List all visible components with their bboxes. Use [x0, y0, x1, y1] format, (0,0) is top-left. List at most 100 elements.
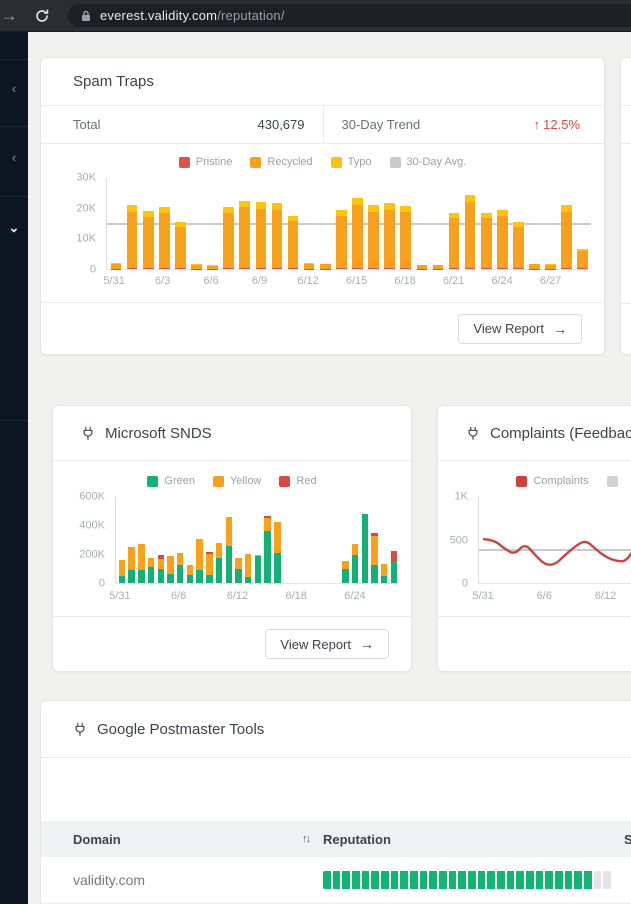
bar	[239, 178, 251, 269]
chevron-left-icon[interactable]: ‹	[11, 150, 17, 165]
legend-swatch	[147, 475, 159, 487]
bar-slot	[382, 178, 398, 269]
bar-segment	[239, 207, 251, 269]
plug-icon	[466, 426, 480, 441]
reputation-segment	[332, 871, 341, 889]
reputation-segment	[361, 871, 370, 889]
bar-slot	[510, 178, 526, 269]
bar	[448, 178, 460, 269]
table-row[interactable]: validity.com	[41, 857, 631, 904]
y-tick-label: 1K	[454, 490, 468, 503]
bar	[126, 178, 138, 269]
chevron-left-icon[interactable]: ‹	[11, 81, 17, 96]
reputation-segment	[497, 871, 505, 889]
reputation-segment	[506, 871, 515, 889]
x-tick-label: 6/15	[345, 275, 368, 287]
reputation-segment	[439, 871, 447, 889]
y-axis: 0 500 1K	[438, 491, 478, 589]
reputation-segment	[410, 871, 418, 889]
bar-segment	[371, 565, 378, 583]
line-series	[479, 497, 631, 583]
bar	[313, 497, 319, 583]
card-header: Complaints (Feedback L	[438, 406, 631, 461]
x-tick-label: 6/6	[170, 590, 187, 602]
bar-slot	[317, 178, 333, 269]
domain-cell[interactable]: validity.com	[73, 872, 146, 888]
bar-slot	[253, 178, 269, 269]
reputation-segment	[352, 871, 360, 889]
url-text: everest.validity.com/reputation/	[100, 8, 285, 23]
address-bar[interactable]: everest.validity.com/reputation/	[68, 4, 631, 27]
bar	[110, 178, 122, 269]
bar-segment	[126, 205, 138, 212]
bar-segment	[176, 552, 184, 566]
bar-slot	[292, 497, 302, 583]
forward-icon[interactable]: →	[0, 5, 18, 25]
bar-segment	[142, 211, 154, 218]
column-header-reputation: Reputation	[323, 831, 391, 847]
bar-slot	[214, 497, 224, 583]
reputation-segment	[429, 871, 438, 889]
bar-segment	[577, 268, 589, 269]
view-report-button[interactable]: View Report →	[458, 313, 582, 344]
x-tick-label: 6/24	[491, 275, 513, 287]
total-label: Total	[73, 117, 101, 132]
trend-value: ↑ 12.5%	[533, 117, 580, 132]
bar-slot	[166, 497, 176, 583]
bar-slot	[333, 178, 349, 269]
bar-slot	[462, 178, 478, 269]
bar-segment	[245, 577, 252, 583]
x-tick-label: 6/3	[154, 275, 171, 287]
bar-slot	[269, 178, 285, 269]
column-header-clipped: S	[624, 831, 631, 847]
reputation-segment	[545, 871, 554, 889]
spam-traps-card: Spam Traps Total 430,679 30-Day Trend ↑ 1…	[40, 57, 605, 355]
bar-slot	[285, 178, 301, 269]
total-stat: Total 430,679	[41, 106, 323, 143]
legend-swatch	[250, 156, 262, 168]
bar-segment	[529, 264, 540, 269]
legend-item	[606, 475, 626, 487]
bar-segment	[167, 573, 174, 583]
bar	[138, 497, 145, 583]
bar-segment	[110, 263, 122, 269]
bar-segment	[545, 264, 556, 269]
bar	[390, 497, 398, 583]
x-tick-label: 6/18	[394, 275, 416, 287]
bar-segment	[368, 211, 379, 269]
x-tick-label: 6/27	[539, 275, 562, 287]
bar-segment	[480, 212, 492, 219]
reputation-segment	[574, 871, 583, 889]
reputation-bar	[323, 871, 611, 889]
bar-segment	[448, 212, 460, 219]
bar-segment	[110, 262, 122, 264]
bar	[545, 178, 556, 269]
bar-segment	[235, 569, 242, 583]
sort-icon[interactable]: ↑↓	[302, 833, 311, 845]
reputation-segment	[458, 871, 467, 889]
view-report-button[interactable]: View Report →	[265, 629, 389, 659]
arrow-right-icon: →	[360, 636, 374, 652]
reputation-segment	[342, 871, 351, 889]
bar-segment	[352, 197, 363, 205]
x-tick-label: 6/12	[297, 275, 319, 287]
y-axis: 0 10K 20K 30K	[41, 172, 106, 275]
bar	[496, 178, 508, 269]
bar-segment	[513, 226, 524, 269]
card-header: Spam Traps	[41, 58, 604, 106]
bar-segment	[390, 560, 398, 583]
chevron-down-icon[interactable]: ⌄	[8, 220, 20, 235]
bar-segment	[175, 268, 186, 269]
bar-segment	[157, 555, 164, 559]
reload-icon[interactable]	[34, 8, 50, 24]
bar-slot	[263, 497, 273, 583]
bar	[287, 178, 299, 269]
bar	[480, 178, 492, 269]
bar	[223, 178, 234, 269]
bar-slot	[311, 497, 321, 583]
bar-segment	[464, 194, 476, 202]
trend-stat: 30-Day Trend ↑ 12.5%	[322, 106, 605, 143]
bar-segment	[196, 538, 203, 571]
bar	[128, 497, 135, 583]
bar	[255, 178, 267, 269]
